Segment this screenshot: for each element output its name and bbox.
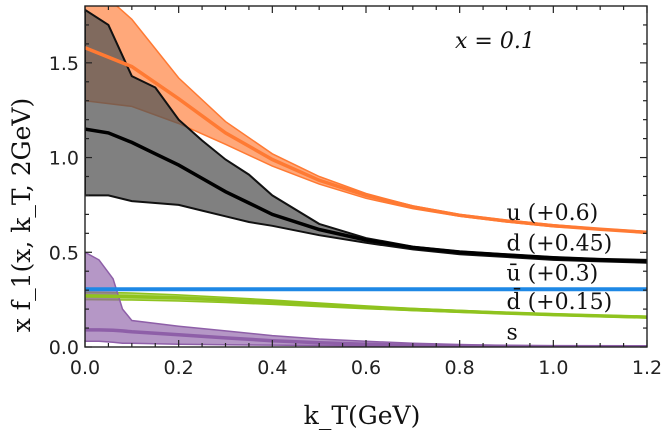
x-tick-label: 0.2 [164, 357, 194, 379]
x-axis-label: k_T(GeV) [304, 401, 421, 430]
series-1-band [85, 8, 647, 264]
series-labels: u (+0.6) d (+0.45) ū (+0.3)d̄ (+0.15) s [507, 201, 613, 345]
y-tick-label: 1.0 [49, 148, 79, 170]
y-axis-label: x f_1(x, k_T, 2GeV) [7, 98, 36, 332]
series-1-central-line [85, 127, 647, 264]
series-0-central-line [85, 46, 647, 235]
x-tick-label: 0.6 [351, 357, 381, 379]
x-tick-label: 1.2 [632, 357, 662, 379]
x-tick-label: 0.0 [70, 357, 100, 379]
x-value-annotation: x = 0.1 [455, 29, 535, 54]
series-label: s [507, 320, 518, 345]
y-tick-label: 1.5 [49, 53, 79, 75]
x-tick-label: 0.8 [445, 357, 475, 379]
series-label: u (+0.6) [507, 201, 599, 226]
x-tick-label: 0.4 [257, 357, 287, 379]
axis-ticks: 0.0 0.2 0.4 0.6 0.8 1.0 1.2 0.0 0.5 1.0 1.5 [49, 6, 662, 379]
y-tick-label: 0.0 [49, 337, 79, 359]
central-curves [85, 46, 647, 347]
x-tick-label: 1.0 [538, 357, 568, 379]
series-0-band [85, 6, 647, 235]
series-3-central-line [85, 294, 647, 319]
series-label: d̄ (+0.15) [507, 287, 613, 315]
series-label: ū (+0.3) [507, 262, 599, 287]
series-label: d (+0.45) [507, 231, 613, 256]
y-tick-label: 0.5 [49, 242, 79, 264]
